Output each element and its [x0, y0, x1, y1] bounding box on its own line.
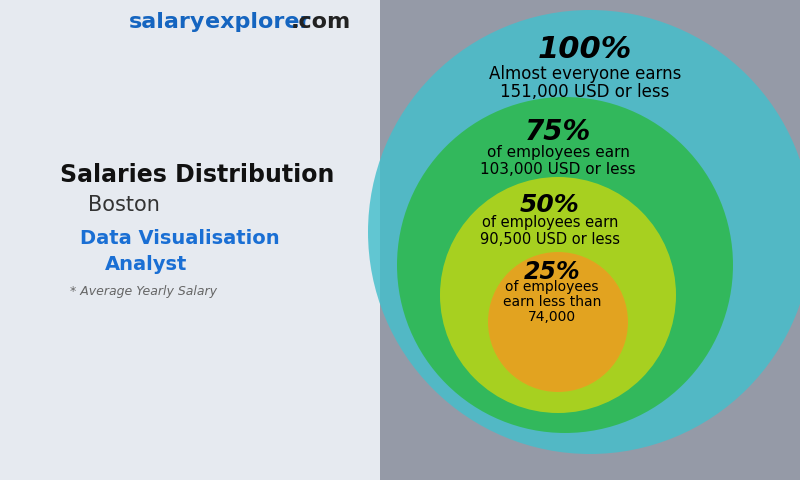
Circle shape — [440, 177, 676, 413]
Text: Analyst: Analyst — [105, 254, 187, 274]
Text: 75%: 75% — [525, 118, 591, 146]
Circle shape — [368, 10, 800, 454]
Text: 103,000 USD or less: 103,000 USD or less — [480, 161, 636, 177]
Text: 151,000 USD or less: 151,000 USD or less — [500, 83, 670, 101]
Text: of employees: of employees — [506, 280, 598, 294]
Text: Almost everyone earns: Almost everyone earns — [489, 65, 681, 83]
Text: Salaries Distribution: Salaries Distribution — [60, 163, 334, 187]
Text: Boston: Boston — [88, 195, 160, 215]
Text: of employees earn: of employees earn — [482, 216, 618, 230]
Text: .com: .com — [291, 12, 351, 32]
Circle shape — [397, 97, 733, 433]
Text: salary: salary — [129, 12, 205, 32]
Bar — [0, 0, 430, 480]
Text: 74,000: 74,000 — [528, 310, 576, 324]
Bar — [380, 0, 800, 480]
Text: 50%: 50% — [520, 193, 580, 217]
Text: earn less than: earn less than — [503, 295, 601, 309]
Text: * Average Yearly Salary: * Average Yearly Salary — [70, 286, 217, 299]
Bar — [0, 0, 380, 480]
Text: of employees earn: of employees earn — [486, 144, 630, 159]
Text: 100%: 100% — [538, 36, 632, 64]
Text: Data Visualisation: Data Visualisation — [80, 228, 280, 248]
Text: 90,500 USD or less: 90,500 USD or less — [480, 231, 620, 247]
Text: 25%: 25% — [524, 260, 580, 284]
Text: explorer: explorer — [205, 12, 310, 32]
Circle shape — [488, 252, 628, 392]
